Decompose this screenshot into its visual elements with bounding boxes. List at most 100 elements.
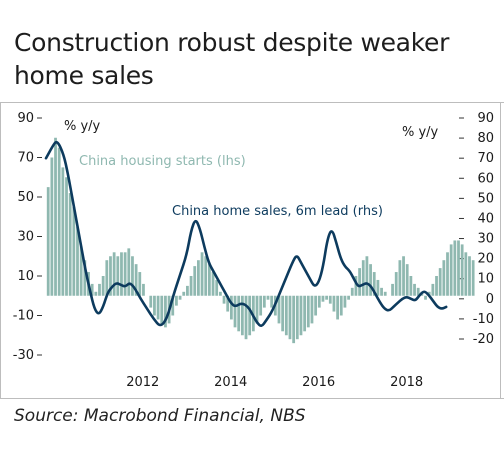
housing-starts-bar — [76, 226, 79, 296]
x-axis: 2012 2014 2016 2018 — [126, 375, 423, 390]
housing-starts-bar — [442, 260, 446, 296]
housing-starts-bar — [332, 295, 336, 312]
housing-starts-bar — [266, 295, 270, 300]
housing-starts-bar — [347, 295, 350, 300]
housing-starts-bar — [471, 260, 475, 296]
right-tick-label: 20 — [477, 252, 494, 267]
housing-starts-label: China housing starts (lhs) — [79, 154, 246, 169]
housing-starts-bar — [270, 295, 274, 308]
housing-starts-bar — [79, 246, 83, 296]
housing-starts-bar — [321, 295, 325, 302]
left-tick-label: -10 — [13, 309, 34, 324]
right-tick-label: 90 — [477, 111, 494, 126]
left-tick-label: 30 — [17, 230, 34, 245]
housing-starts-bar — [259, 295, 263, 316]
x-tick-label: 2016 — [302, 375, 335, 390]
housing-starts-bar — [54, 137, 57, 296]
housing-starts-bar — [464, 252, 468, 296]
housing-starts-bar — [90, 283, 94, 296]
housing-starts-bar — [142, 283, 145, 296]
housing-starts-bar — [46, 187, 50, 296]
right-tick-label: 40 — [477, 211, 494, 226]
housing-starts-bar — [164, 295, 167, 328]
housing-starts-bar — [468, 256, 471, 296]
housing-starts-bar — [288, 295, 292, 340]
housing-starts-bar — [72, 206, 76, 296]
left-tick-label: 50 — [17, 190, 34, 205]
right-tick-label: 10 — [477, 272, 494, 287]
housing-starts-bar — [211, 272, 215, 296]
right-tick-label: 80 — [477, 131, 494, 146]
right-frame — [500, 102, 501, 398]
housing-starts-bar — [57, 147, 61, 296]
housing-starts-bar — [328, 295, 332, 304]
housing-starts-bar — [409, 276, 413, 296]
home-sales-label: China home sales, 6m lead (rhs) — [172, 204, 383, 219]
source-note: Source: Macrobond Financial, NBS — [14, 406, 306, 426]
right-tick-label: 70 — [477, 151, 494, 166]
housing-starts-bar — [460, 244, 464, 296]
housing-starts-bar — [138, 272, 142, 296]
housing-starts-bar — [431, 283, 435, 296]
housing-starts-bar — [116, 256, 120, 296]
housing-starts-bar — [149, 295, 153, 308]
housing-starts-bar — [222, 295, 226, 304]
housing-starts-bar — [303, 295, 307, 332]
housing-starts-bar — [446, 252, 449, 296]
housing-starts-bar — [109, 256, 112, 296]
housing-starts-bar — [299, 295, 303, 336]
housing-starts-bar — [281, 295, 285, 332]
left-unit-label: % y/y — [64, 119, 101, 134]
housing-starts-bar — [175, 295, 178, 306]
left-tick-label: 90 — [17, 111, 34, 126]
left-frame — [0, 102, 1, 398]
housing-starts-bar — [171, 295, 175, 316]
housing-starts-bar — [255, 295, 259, 324]
housing-starts-bar — [248, 295, 252, 336]
housing-starts-bar — [416, 287, 420, 296]
bottom-divider — [0, 398, 504, 399]
housing-starts-bar — [380, 287, 383, 296]
right-tick-label: 60 — [477, 171, 494, 186]
housing-starts-bar — [123, 252, 127, 296]
housing-starts-bar — [314, 295, 318, 316]
housing-starts-bar — [358, 268, 361, 296]
housing-starts-bar — [435, 276, 438, 296]
housing-starts-bar — [284, 295, 288, 336]
housing-starts-bar — [369, 264, 372, 296]
housing-starts-bar — [215, 279, 219, 296]
housing-starts-bar — [83, 260, 87, 296]
housing-starts-bar — [361, 260, 365, 296]
housing-starts-bar — [178, 295, 182, 300]
left-tick-label: 10 — [17, 269, 34, 284]
chart-title: Construction robust despite weaker home … — [14, 28, 450, 90]
x-tick-label: 2012 — [126, 375, 159, 390]
housing-starts-bar — [240, 295, 244, 336]
housing-starts-bar — [372, 272, 376, 296]
housing-starts-bar — [310, 295, 314, 324]
housing-starts-bar — [277, 295, 281, 324]
housing-starts-bar — [218, 291, 222, 296]
housing-starts-bar — [354, 276, 358, 296]
housing-starts-bar — [153, 295, 156, 316]
housing-starts-bar — [244, 295, 248, 340]
housing-starts-bar — [306, 295, 310, 328]
housing-starts-bar — [120, 252, 123, 296]
housing-starts-bar — [292, 295, 296, 344]
housing-starts-bars — [46, 137, 475, 344]
right-axis: 90 80 70 60 50 40 30 20 10 0 -10 -20 — [459, 111, 494, 347]
housing-starts-bar — [365, 256, 369, 296]
right-tick-label: 50 — [477, 191, 494, 206]
right-tick-label: 30 — [477, 232, 494, 247]
housing-starts-bar — [204, 256, 208, 296]
housing-starts-bar — [131, 256, 134, 296]
x-tick-label: 2014 — [214, 375, 247, 390]
left-tick-label: -30 — [13, 348, 34, 363]
housing-starts-bar — [50, 157, 54, 296]
home-sales-line — [44, 140, 448, 327]
right-unit-label: % y/y — [402, 125, 439, 140]
housing-starts-bar — [295, 295, 299, 340]
housing-starts-bar — [189, 276, 193, 296]
housing-starts-bar — [200, 252, 204, 296]
top-divider — [0, 102, 504, 103]
